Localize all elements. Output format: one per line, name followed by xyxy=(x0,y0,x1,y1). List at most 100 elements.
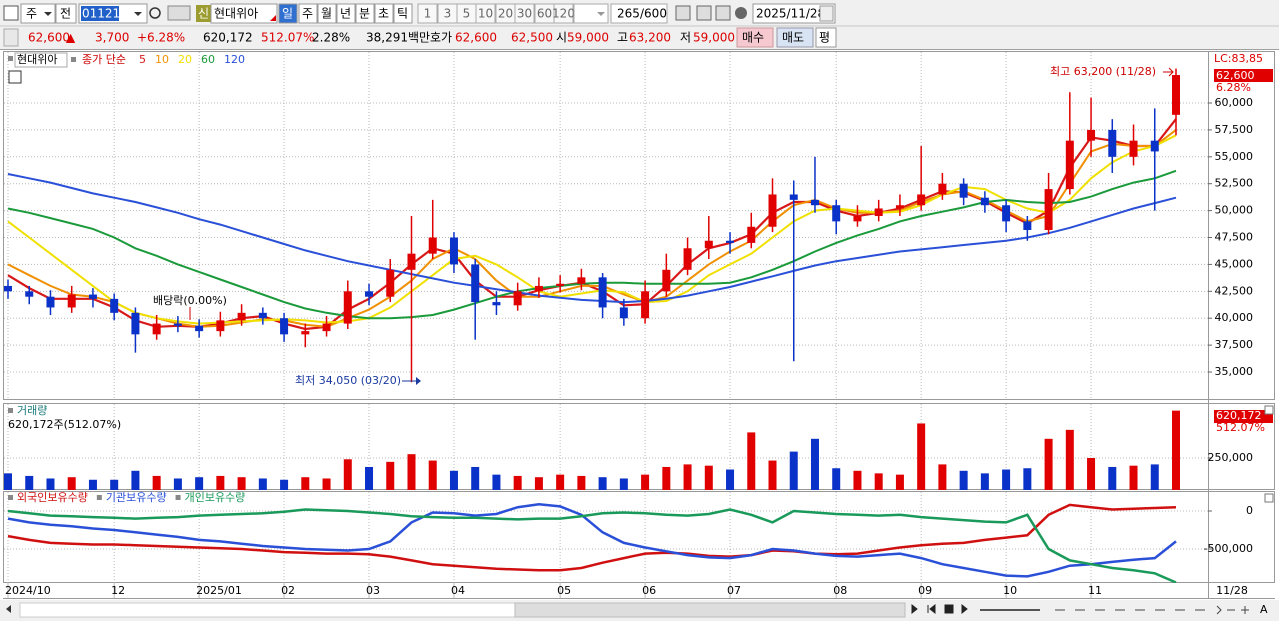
y-tick-label: 52,500 xyxy=(1215,177,1254,190)
period-btn[interactable] xyxy=(298,3,318,24)
period: 초 xyxy=(378,7,389,21)
volume-bar xyxy=(895,474,904,490)
volume-bar xyxy=(216,475,225,490)
period-btn[interactable] xyxy=(374,3,394,24)
candle-body xyxy=(789,194,798,200)
date-input[interactable] xyxy=(752,3,836,24)
candle-body xyxy=(471,264,480,303)
period: 월 xyxy=(321,7,332,21)
buy-btn[interactable] xyxy=(736,27,774,48)
line-series xyxy=(7,503,1177,572)
candle-body xyxy=(1002,205,1011,222)
line-series xyxy=(7,508,1177,583)
candle-body xyxy=(407,253,416,270)
candle-body xyxy=(1087,129,1096,141)
y-tick-label: 57,500 xyxy=(1215,123,1254,136)
x-tick-label: 04 xyxy=(451,584,465,597)
volume-bar xyxy=(1044,438,1053,490)
sound-icon[interactable] xyxy=(167,5,191,21)
period-btn[interactable] xyxy=(336,3,356,24)
period: 분 xyxy=(359,7,370,21)
volume-rate-label: 512.07% xyxy=(1216,421,1265,434)
volume-bar xyxy=(917,423,926,490)
x-tick-label: 11/28 xyxy=(1216,584,1248,597)
candle-body xyxy=(428,237,437,254)
volume-bar xyxy=(471,466,480,490)
candle-body xyxy=(1023,221,1032,230)
interval-btn[interactable] xyxy=(553,3,574,24)
volume-bar xyxy=(1172,410,1180,490)
dividend-annotation: 배당락(0.00%) xyxy=(153,294,227,307)
x-tick-label: 2024/10 xyxy=(5,584,51,597)
grid-icon[interactable] xyxy=(8,70,22,84)
candle-body xyxy=(88,294,97,299)
period-btn[interactable] xyxy=(317,3,337,24)
interval-btn[interactable] xyxy=(514,3,535,24)
y-tick-label: 42,500 xyxy=(1215,284,1254,297)
x-tick-label: 2025/01 xyxy=(196,584,242,597)
y-tick-label: 55,000 xyxy=(1215,150,1254,163)
y-tick-label: 0 xyxy=(1246,504,1253,517)
period-btn[interactable] xyxy=(355,3,375,24)
interval-btn[interactable] xyxy=(417,3,438,24)
candle-body xyxy=(322,323,331,332)
prev: 전 xyxy=(60,7,71,21)
interval: 30 xyxy=(517,7,532,21)
candle-body xyxy=(641,291,650,319)
prev-btn[interactable] xyxy=(55,3,77,24)
candle-body xyxy=(853,215,862,222)
interval: 5 xyxy=(463,7,471,21)
badge: 신 xyxy=(198,7,209,21)
sell-btn[interactable] xyxy=(776,27,814,48)
candle-body xyxy=(1129,140,1138,157)
interval-btn[interactable] xyxy=(475,3,496,24)
volume-bar xyxy=(789,451,798,490)
candle-body xyxy=(1108,129,1117,157)
volume-bar xyxy=(280,479,289,490)
high: 63,200 xyxy=(629,31,671,45)
volume-bar xyxy=(832,468,841,490)
candle-body xyxy=(4,285,12,292)
period-btn[interactable] xyxy=(278,3,298,24)
candle-body xyxy=(959,183,968,198)
volume-bar xyxy=(619,478,628,490)
font-icon[interactable]: A xyxy=(1260,603,1268,616)
volume-bar xyxy=(365,466,374,490)
candle-body xyxy=(895,205,904,209)
legend-entry: 기관보유수량 xyxy=(106,491,167,504)
volume-bar xyxy=(704,465,713,490)
candle-body xyxy=(1044,189,1053,230)
tool-icon[interactable] xyxy=(675,5,691,21)
candle-body xyxy=(237,312,246,321)
save-icon[interactable] xyxy=(715,5,731,21)
volume-bar xyxy=(534,477,543,490)
period-btn[interactable] xyxy=(393,3,413,24)
candle-body xyxy=(917,194,926,206)
scrollbar[interactable] xyxy=(514,602,906,618)
open-label: 시 xyxy=(556,31,567,45)
candle-body xyxy=(492,302,501,306)
market-select[interactable] xyxy=(20,3,56,24)
legend-entry: 5 xyxy=(139,53,146,66)
search-icon[interactable] xyxy=(149,7,161,19)
lc-label: LC:83,85 xyxy=(1214,52,1263,65)
volume-bar xyxy=(556,474,565,490)
tool-icon[interactable] xyxy=(696,5,712,21)
menu-icon[interactable] xyxy=(3,5,19,21)
candle-body xyxy=(365,291,374,297)
candle-body xyxy=(938,183,947,195)
turnover: 2.28% xyxy=(312,31,350,45)
code: 011210 xyxy=(82,7,128,21)
volume-bar xyxy=(88,479,97,490)
volume-bar xyxy=(386,461,395,490)
x-tick-label: 07 xyxy=(727,584,741,597)
interval: 1 xyxy=(424,7,432,21)
price-legend-name: 현대위아 xyxy=(17,53,57,66)
volume-bar xyxy=(747,432,756,490)
candle-body xyxy=(980,197,989,206)
candle-body xyxy=(683,248,692,270)
candle-body xyxy=(619,307,628,319)
avg-btn[interactable] xyxy=(815,27,837,48)
interval: 60 xyxy=(537,7,552,21)
settings-icon[interactable] xyxy=(735,7,747,19)
